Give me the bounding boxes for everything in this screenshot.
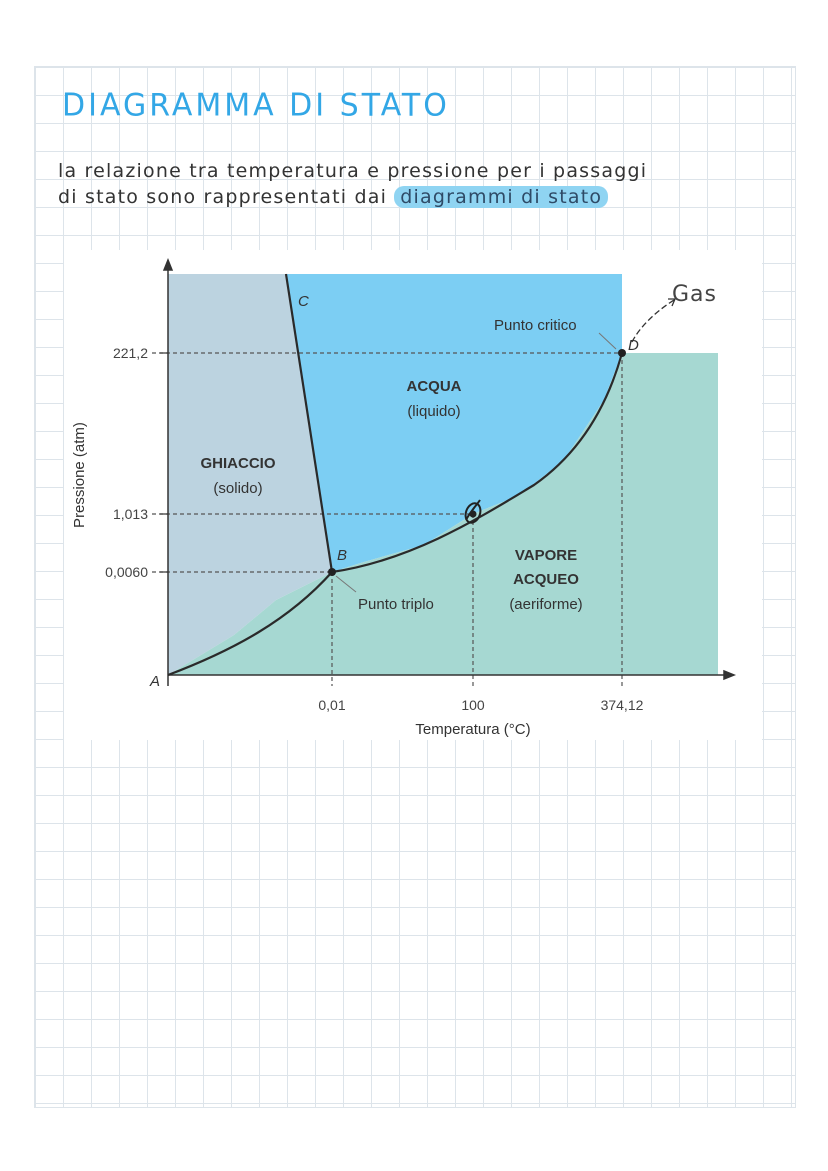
sublimation-curve — [167, 571, 333, 677]
phase-diagram-figure: 221,2 1,013 0,0060 0,01 100 374,12 Tempe… — [64, 250, 762, 740]
point-label-b: B — [337, 547, 347, 564]
point-label-a: A — [149, 673, 160, 690]
gas-region-label-1: VAPORE — [515, 547, 577, 564]
y-axis-label: Pressione (atm) — [71, 422, 88, 528]
ytick-label-221: 221,2 — [113, 345, 148, 361]
critical-point-dot — [618, 349, 626, 357]
gas-arrow — [631, 298, 676, 343]
gas-region-sublabel: (aeriforme) — [509, 596, 582, 613]
solid-region-sublabel: (solido) — [213, 480, 262, 497]
vaporization-curve — [331, 352, 624, 574]
ytick-label-0006: 0,0060 — [105, 564, 148, 580]
solid-region-label: GHIACCIO — [201, 455, 276, 472]
triple-point-dot — [328, 568, 336, 576]
x-axis-arrow — [723, 669, 737, 681]
xtick-label-001: 0,01 — [318, 697, 345, 713]
handwritten-circle-mark — [464, 499, 482, 524]
melting-curve — [284, 273, 334, 573]
gas-region-label-2: ACQUEO — [513, 571, 579, 588]
phase-diagram: 221,2 1,013 0,0060 0,01 100 374,12 Tempe… — [71, 257, 737, 738]
triple-point-leader — [335, 575, 357, 593]
intro-line-2-text: di stato sono rappresentati dai — [58, 186, 388, 208]
liquid-region-sublabel: (liquido) — [407, 403, 460, 420]
handwritten-gas-note: Gas — [672, 282, 717, 307]
triple-point-label: Punto triplo — [358, 596, 434, 613]
liquid-region — [286, 274, 622, 572]
page-title: DIAGRAMMA DI STATO — [62, 87, 450, 124]
gas-region — [168, 353, 718, 675]
xtick-label-100: 100 — [461, 697, 485, 713]
critical-point-leader — [598, 332, 617, 350]
x-axis-label: Temperatura (°C) — [415, 721, 530, 738]
intro-line-1: la relazione tra temperatura e pressione… — [58, 160, 648, 182]
highlighted-term: diagrammi di stato — [394, 186, 609, 208]
y-axis-arrow — [162, 257, 174, 271]
solid-region — [168, 274, 332, 675]
point-label-c: C — [298, 293, 309, 310]
point-label-d: D — [628, 337, 639, 354]
ytick-label-1013: 1,013 — [113, 506, 148, 522]
liquid-region-label: ACQUA — [407, 378, 462, 395]
critical-point-label: Punto critico — [494, 317, 577, 334]
intro-line-2: di stato sono rappresentati dai diagramm… — [58, 186, 609, 208]
xtick-label-37412: 374,12 — [601, 697, 644, 713]
